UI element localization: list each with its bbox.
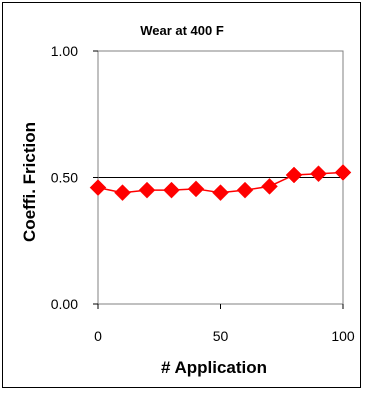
data-point-2 <box>138 181 156 199</box>
data-point-7 <box>261 178 278 195</box>
data-point-4 <box>187 180 205 198</box>
chart-title: Wear at 400 F <box>140 23 224 38</box>
x-tick-label-1: 50 <box>213 328 229 344</box>
gridlines <box>98 50 343 178</box>
x-tick-label-2: 100 <box>331 328 355 344</box>
data-point-8 <box>285 166 303 184</box>
y-axis-label: Coeffi. Friction <box>20 122 39 242</box>
y-tick-label-1: 0.50 <box>51 170 78 186</box>
data-point-10 <box>334 164 352 181</box>
x-tick-label-0: 0 <box>94 328 102 344</box>
data-point-0 <box>89 179 107 196</box>
data-point-6 <box>236 181 254 199</box>
y-tick-label-2: 1.00 <box>51 43 78 59</box>
y-axis-ticks: 0.00 0.50 1.00 <box>51 43 98 312</box>
chart-frame <box>2 2 361 388</box>
data-point-1 <box>114 184 131 202</box>
data-point-3 <box>163 181 180 199</box>
x-axis-ticks: 0 50 100 <box>94 304 355 344</box>
y-tick-label-0: 0.00 <box>51 296 78 312</box>
data-point-5 <box>212 184 229 202</box>
series-layer <box>89 164 352 202</box>
x-axis-label: # Application <box>161 358 267 377</box>
data-point-9 <box>310 165 327 183</box>
